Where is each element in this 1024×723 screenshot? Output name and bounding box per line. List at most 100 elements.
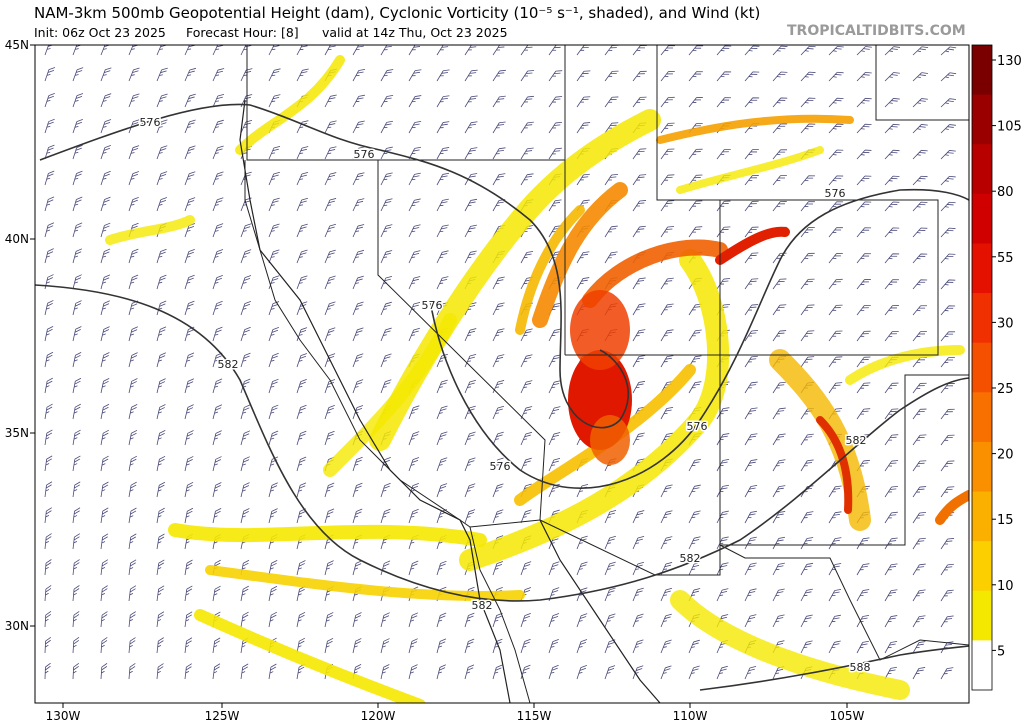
wind-barb [464, 328, 477, 342]
barb-stroke [380, 353, 392, 368]
wind-barb [744, 614, 757, 628]
barb-stroke [716, 200, 731, 212]
wind-barb [156, 455, 166, 472]
wind-barb [772, 433, 786, 446]
wind-barb [240, 430, 251, 446]
wind-barb [772, 97, 788, 108]
wind-barb [688, 45, 704, 56]
barb-stroke [828, 485, 842, 498]
wind-barb [100, 533, 109, 550]
wind-barb [240, 301, 251, 316]
wind-barb [884, 279, 899, 290]
barb-stroke [492, 45, 507, 56]
wind-barb [940, 589, 954, 602]
wind-barb [100, 403, 110, 420]
barb-stroke [604, 225, 618, 238]
wind-barb [688, 458, 701, 472]
wind-barb [352, 638, 362, 654]
wind-barb [744, 226, 759, 238]
wind-barb [100, 585, 108, 602]
wind-barb [156, 352, 166, 368]
barb-stroke [800, 304, 815, 316]
colorbar-label: 30 [997, 316, 1014, 331]
barb-stroke [912, 149, 928, 160]
wind-barb [464, 45, 478, 56]
wind-barb [128, 663, 136, 680]
barb-stroke [436, 198, 449, 212]
barb-stroke [72, 559, 80, 576]
wind-barb [800, 227, 815, 238]
barb-stroke [576, 173, 590, 186]
barb-stroke [324, 249, 336, 264]
barb-stroke [212, 456, 222, 472]
wind-barb [100, 119, 112, 134]
wind-barb [744, 433, 758, 446]
barb-stroke [156, 248, 167, 264]
barb-stroke [800, 433, 814, 446]
wind-barb [716, 458, 730, 472]
wind-barb [632, 45, 647, 56]
wind-barb [828, 123, 844, 134]
wind-barb [632, 148, 647, 160]
barb-stroke [240, 68, 253, 82]
barb-stroke [716, 433, 730, 446]
wind-barb [660, 562, 673, 576]
barb-stroke [940, 563, 954, 576]
wind-barb [856, 563, 870, 576]
barb-stroke [268, 560, 278, 576]
wind-barb [44, 507, 52, 524]
wind-barb [604, 225, 618, 238]
barb-stroke [72, 222, 83, 238]
barb-stroke [576, 587, 588, 602]
wind-barb [72, 481, 81, 498]
barb-stroke [688, 381, 702, 394]
barb-stroke [100, 93, 112, 108]
wind-barb [436, 250, 449, 264]
barb-stroke [548, 354, 561, 368]
wind-barb [128, 533, 137, 550]
wind-barb [632, 200, 647, 212]
wind-barb [240, 559, 250, 576]
wind-barb [408, 301, 421, 316]
barb-stroke [688, 329, 702, 342]
wind-barb [492, 45, 507, 56]
wind-barb [912, 589, 926, 602]
barb-stroke [632, 432, 645, 446]
barb-stroke [800, 45, 816, 56]
wind-barb [324, 223, 337, 238]
wind-barb [352, 172, 365, 186]
wind-barb [464, 509, 476, 524]
barb-stroke [240, 223, 252, 238]
barb-stroke [632, 225, 646, 238]
barb-stroke [268, 585, 278, 602]
wind-barb [464, 457, 476, 472]
barb-stroke [856, 279, 871, 290]
wind-barb [632, 536, 645, 550]
wind-barb [856, 589, 870, 602]
barb-stroke [912, 460, 927, 472]
barb-stroke [548, 96, 563, 108]
wind-barb [856, 330, 871, 342]
wind-barb [688, 97, 703, 108]
wind-barb [464, 664, 475, 680]
barb-stroke [464, 612, 475, 628]
barb-stroke [744, 459, 758, 472]
barb-stroke [296, 223, 308, 238]
wind-barb [72, 533, 81, 550]
wind-barb [520, 561, 532, 576]
wind-barb [240, 275, 252, 290]
wind-barb [856, 640, 869, 654]
barb-stroke [352, 301, 364, 316]
barb-stroke [912, 667, 926, 680]
barb-stroke [408, 121, 422, 134]
wind-barb [184, 481, 194, 498]
wind-barb [128, 171, 140, 186]
wind-barb [380, 120, 394, 134]
wind-barb [464, 379, 477, 394]
barb-stroke [520, 457, 532, 472]
barb-stroke [212, 68, 225, 82]
wind-barb [352, 482, 363, 498]
wind-barb [912, 667, 926, 680]
wind-barb [660, 510, 673, 524]
wind-barb [940, 175, 956, 186]
